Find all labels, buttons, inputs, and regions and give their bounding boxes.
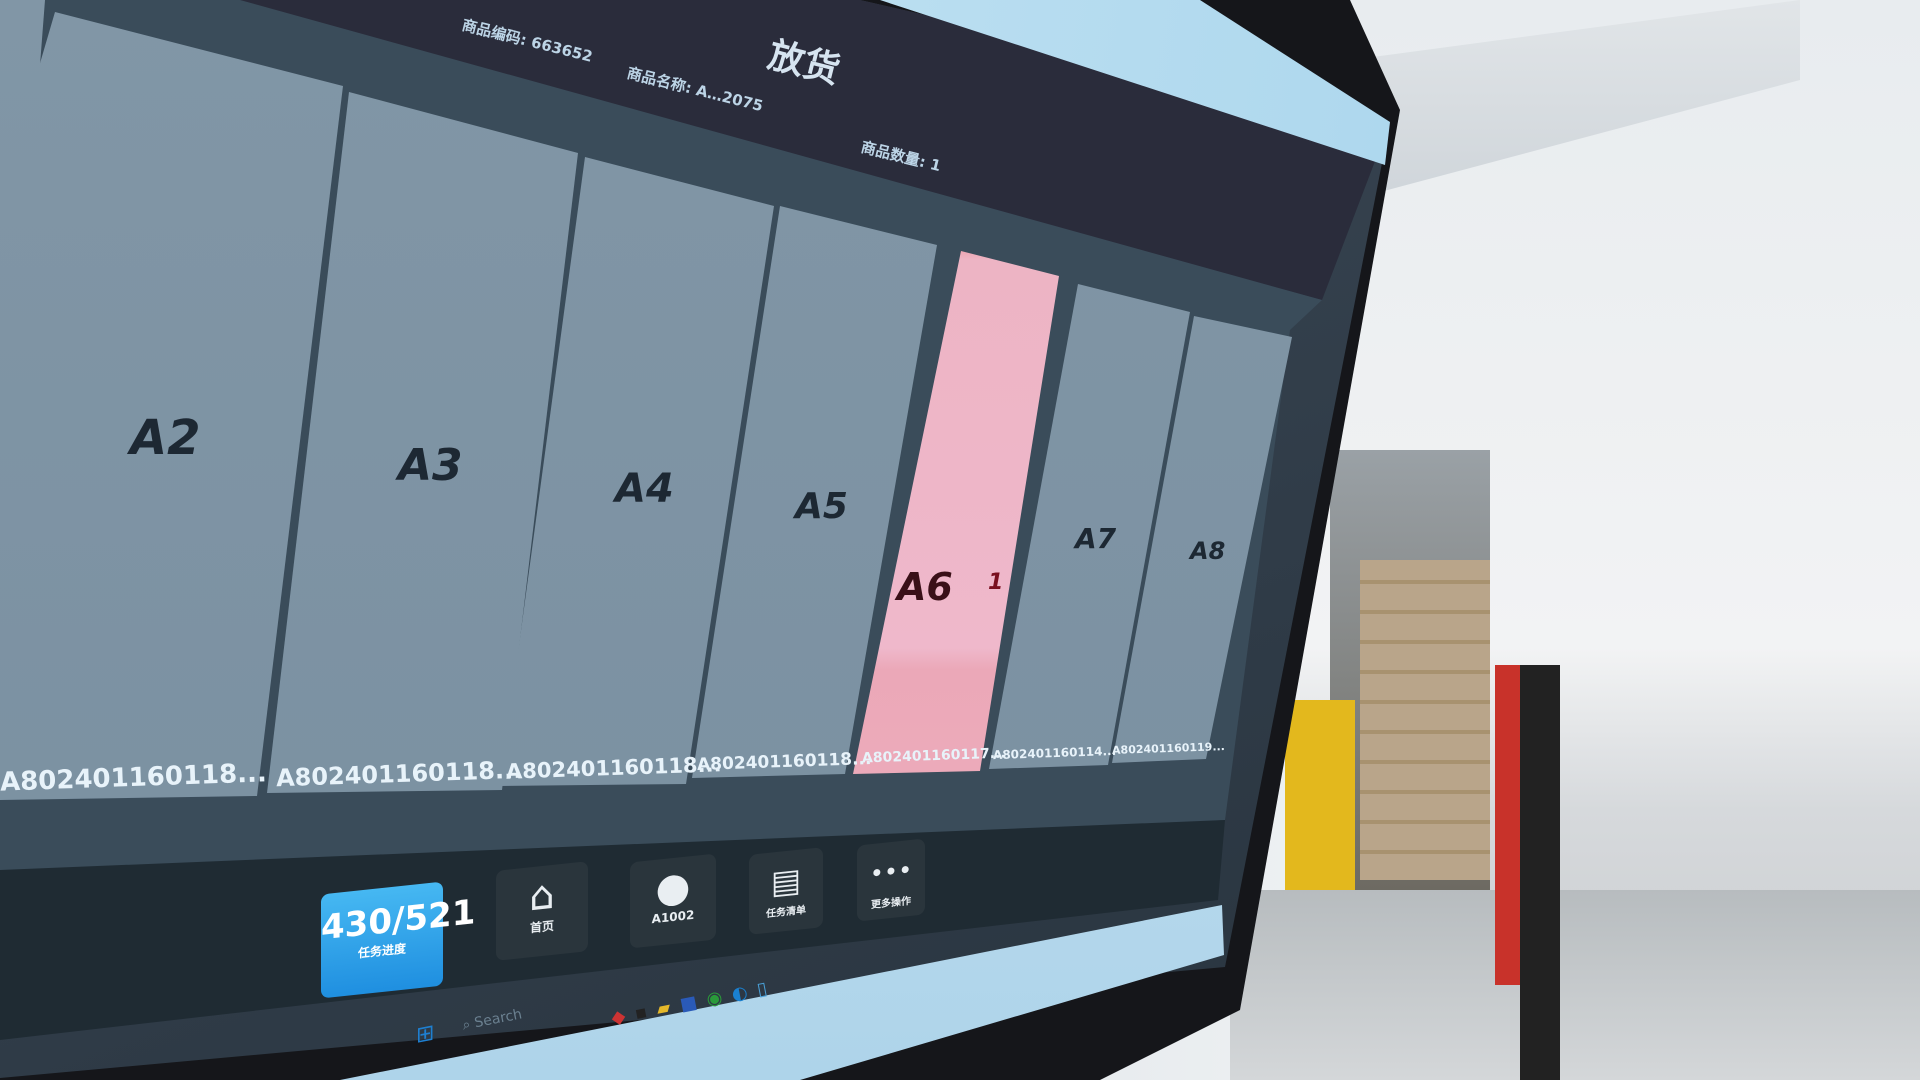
slot-label: A6 bbox=[897, 565, 953, 609]
clipboard-icon: ▤ bbox=[770, 860, 802, 902]
floor bbox=[1230, 890, 1920, 1080]
slot-label: A7 bbox=[1075, 522, 1117, 555]
yellow-barrier bbox=[1285, 700, 1355, 890]
slot-label: A5 bbox=[795, 486, 848, 527]
stacked-boxes bbox=[1360, 560, 1490, 880]
more-dots-icon: ••• bbox=[869, 855, 913, 889]
black-post bbox=[1520, 665, 1560, 1080]
task-progress-button[interactable]: 430/521 任务进度 bbox=[321, 881, 475, 999]
task-list-button[interactable]: ▤ 任务清单 bbox=[749, 847, 823, 935]
user-button[interactable]: ● A1002 bbox=[630, 853, 716, 949]
slot-badge: 1 bbox=[988, 570, 1004, 595]
red-sign bbox=[1495, 665, 1523, 985]
slot-label: A2 bbox=[130, 410, 201, 466]
slot-label: A3 bbox=[398, 440, 463, 491]
windows-start-icon[interactable]: ⊞ bbox=[416, 1020, 435, 1049]
home-button[interactable]: ⌂ 首页 bbox=[496, 861, 588, 961]
slot-label: A8 bbox=[1190, 537, 1226, 565]
slot-label: A4 bbox=[615, 466, 674, 512]
more-button[interactable]: ••• 更多操作 bbox=[857, 838, 925, 922]
